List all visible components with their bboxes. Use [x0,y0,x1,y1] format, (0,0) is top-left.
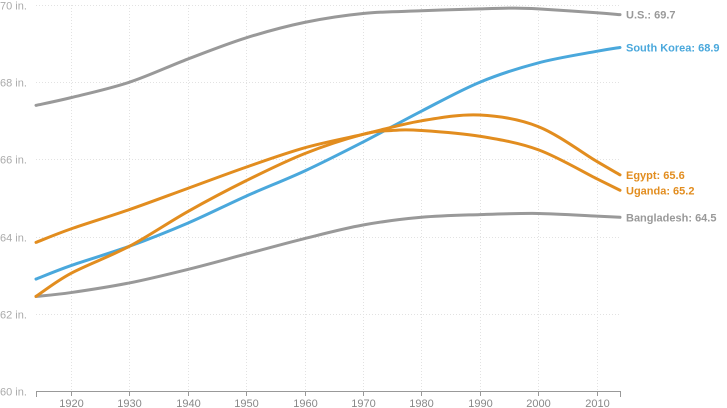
series-line-egypt [34,113,622,244]
series-lines [34,6,622,298]
x-tick-label: 1920 [59,398,83,408]
x-tick-label: 1940 [176,398,200,408]
series-label-u-s-: U.S.: 69.7 [626,10,676,22]
y-tick-label: 62 in. [0,310,27,322]
gridlines: 60 in. 62 in. 64 in. 66 in. 68 in. 70 in. [0,1,620,399]
x-tick-label: 1950 [234,398,258,408]
x-tick-label: 2000 [526,398,550,408]
x-tick-label: 1930 [117,398,141,408]
y-tick-label: 66 in. [0,155,27,167]
series-line-bangladesh [34,211,622,298]
y-tick-label: 60 in. [0,387,27,399]
series-label-bangladesh: Bangladesh: 64.5 [626,212,716,224]
series-line-u-s- [34,6,622,107]
series-label-south-korea: South Korea: 68.9 [626,42,720,54]
x-tick-label: 1980 [409,398,433,408]
x-tick-label: 2010 [585,398,609,408]
x-tick-label: 1970 [351,398,375,408]
series-end-labels: U.S.: 69.7 South Korea: 68.9 Egypt: 65.6 Ug… [626,10,720,225]
x-tick-label: 1990 [468,398,492,408]
y-tick-label: 64 in. [0,233,27,245]
y-tick-label: 68 in. [0,78,27,90]
x-axis: 1920 1930 1940 1950 1960 1970 1980 1990 2000 2010 [36,391,621,408]
y-tick-label: 70 in. [0,1,27,13]
series-line-uganda [34,128,622,298]
x-tick-label: 1960 [293,398,317,408]
series-label-uganda: Uganda: 65.2 [626,185,694,197]
series-label-egypt: Egypt: 65.6 [626,170,685,182]
